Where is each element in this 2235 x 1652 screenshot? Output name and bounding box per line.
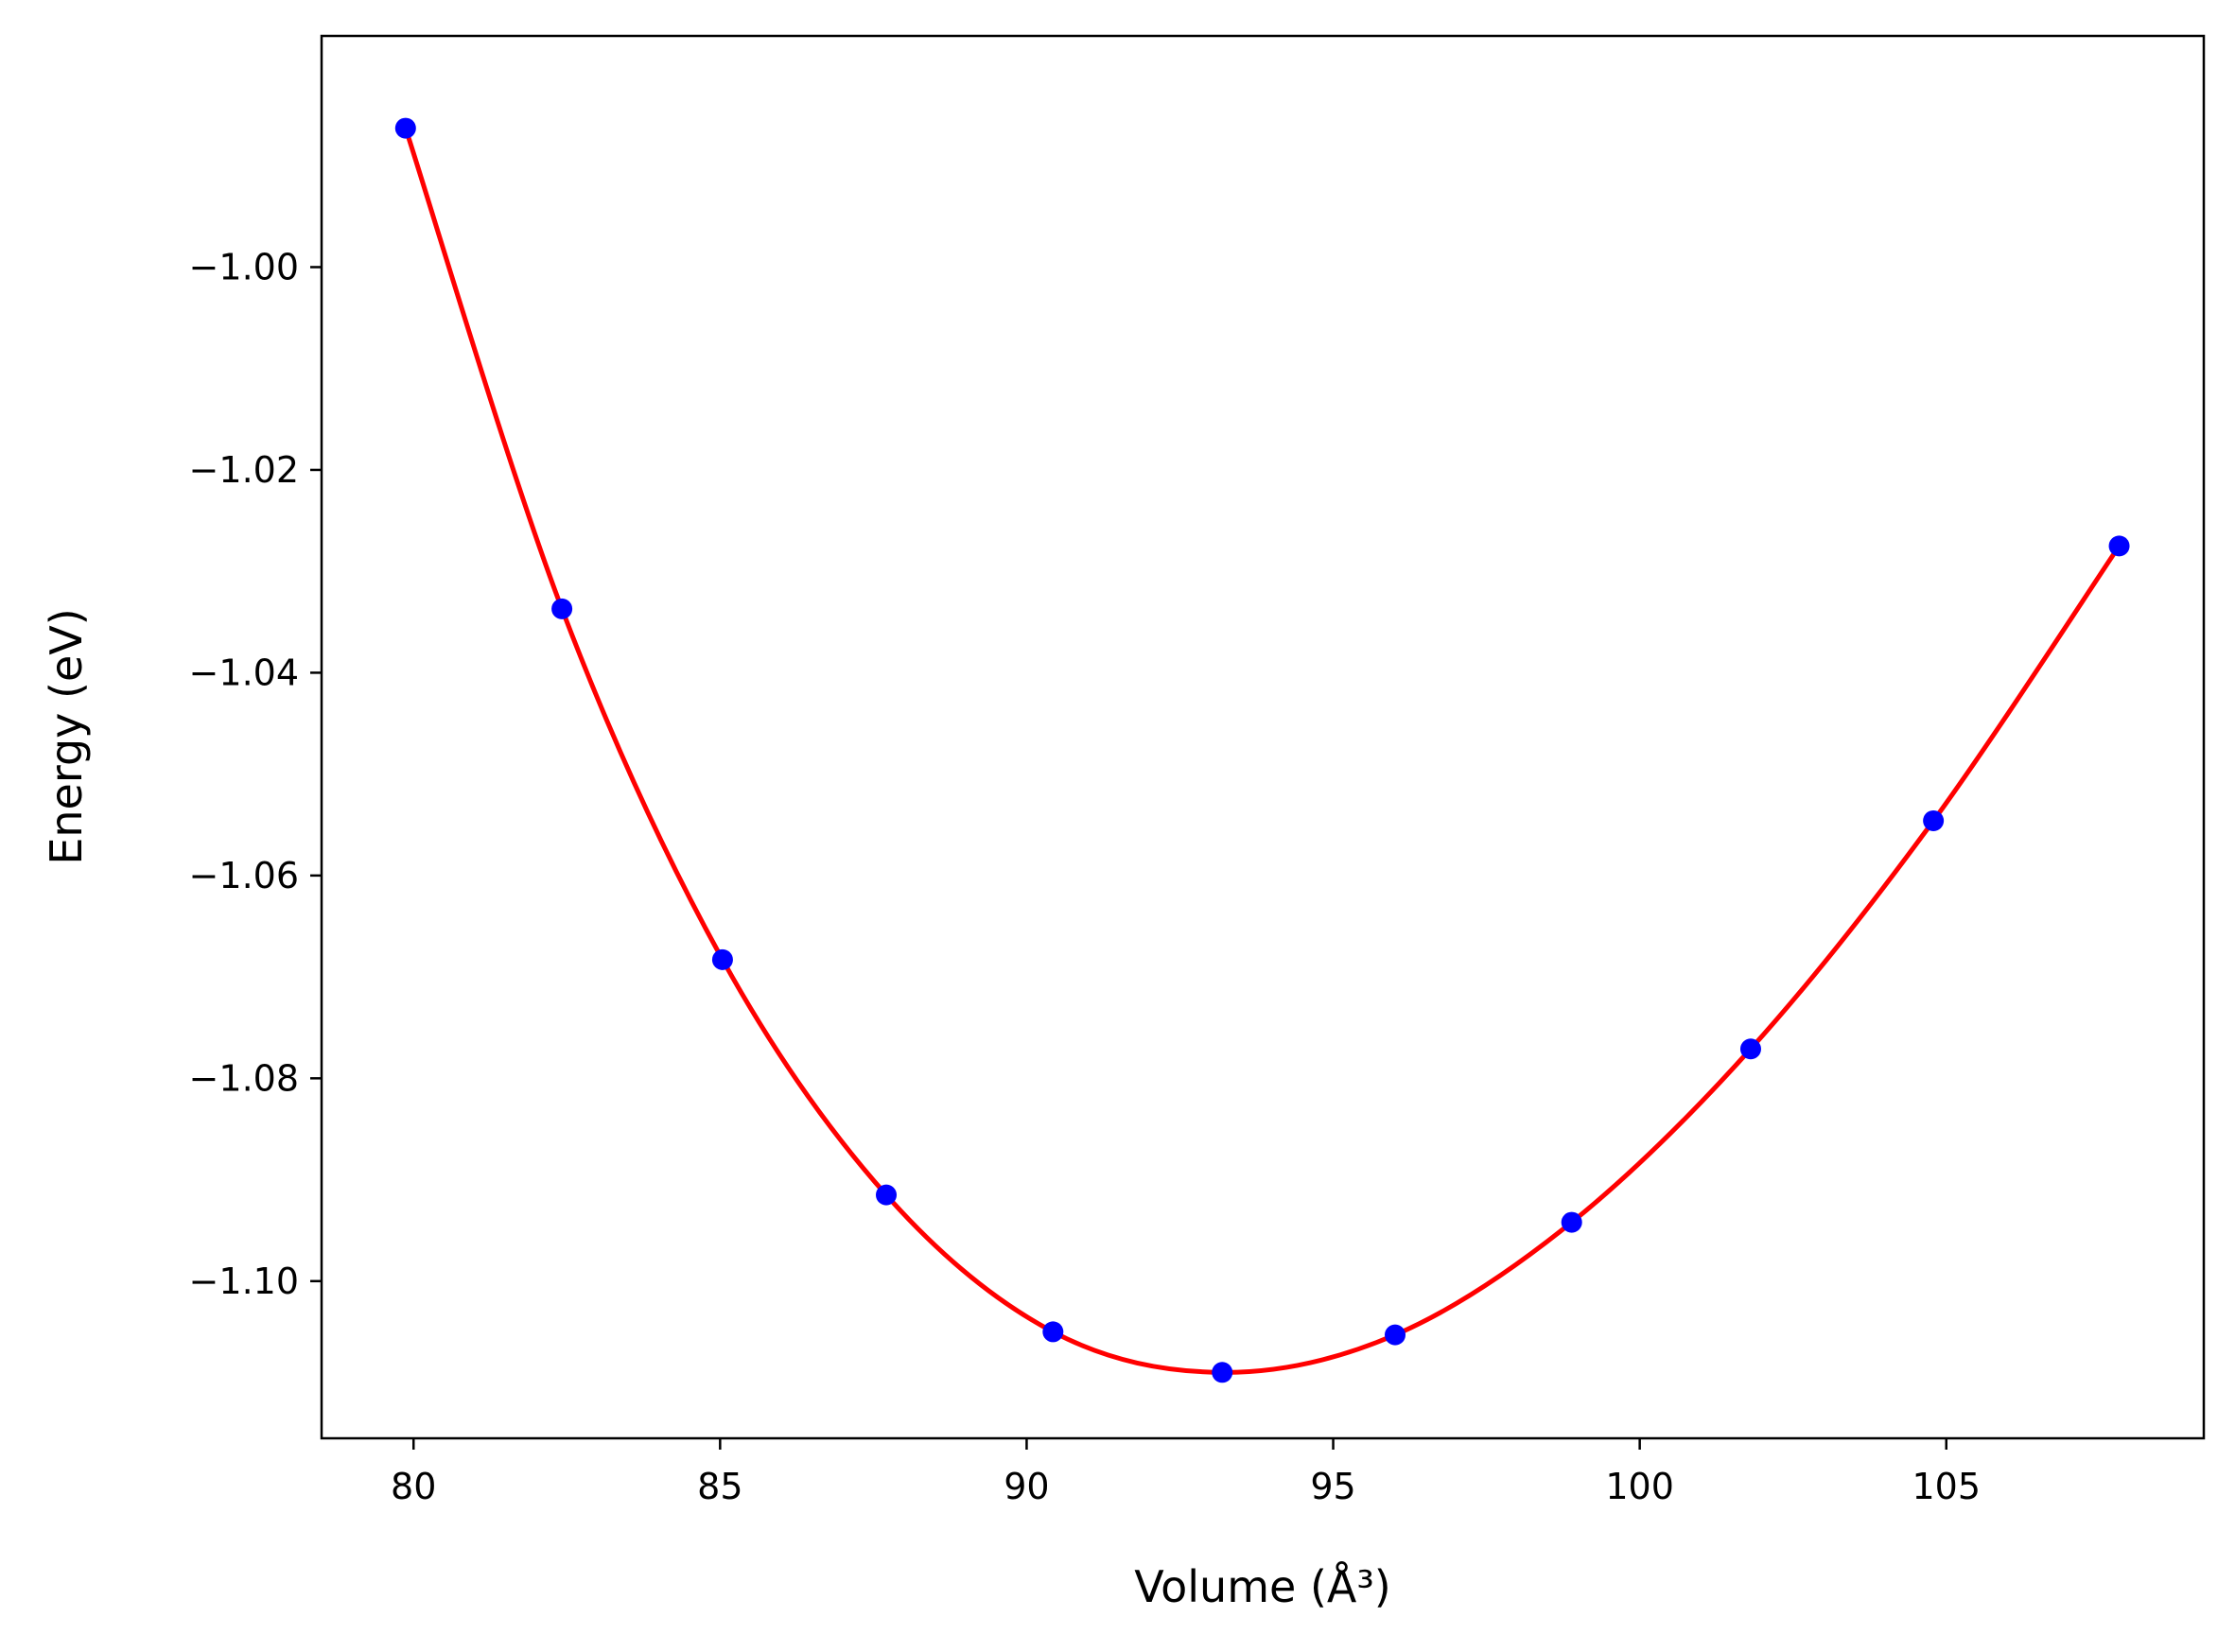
fit-curve <box>403 127 2122 1375</box>
data-point <box>1212 1362 1233 1383</box>
data-point <box>711 948 733 970</box>
y-axis-ticks: −1.00 −1.02 −1.04 −1.06 −1.08 −1.10 <box>189 246 322 1302</box>
data-point <box>1923 809 1945 831</box>
x-tick-label: 105 <box>1912 1466 1981 1507</box>
axes-background <box>322 36 2204 1438</box>
y-axis-label: Energy (eV) <box>41 608 92 864</box>
x-tick-label: 100 <box>1605 1466 1674 1507</box>
data-point <box>551 598 573 619</box>
x-axis-ticks: 80 85 90 95 100 105 <box>391 1438 1981 1507</box>
y-tick-label: −1.00 <box>189 246 299 287</box>
data-point <box>2108 535 2130 557</box>
x-tick-label: 80 <box>391 1466 436 1507</box>
data-point <box>1739 1038 1761 1060</box>
y-tick-label: −1.08 <box>189 1057 299 1099</box>
data-point <box>876 1184 897 1206</box>
x-tick-label: 85 <box>697 1466 742 1507</box>
y-tick-label: −1.06 <box>189 855 299 896</box>
x-tick-label: 90 <box>1004 1466 1049 1507</box>
plot-area <box>320 34 2206 1440</box>
data-point <box>1385 1324 1406 1346</box>
data-point <box>1561 1211 1582 1233</box>
y-tick-label: −1.04 <box>189 652 299 693</box>
x-axis-label: Volume (Å³) <box>1134 1561 1391 1612</box>
x-tick-label: 95 <box>1310 1466 1355 1507</box>
data-point <box>1042 1321 1064 1343</box>
data-point <box>394 117 416 139</box>
y-tick-label: −1.10 <box>189 1261 299 1302</box>
axes-frame <box>320 34 2206 1440</box>
data-points <box>394 117 2130 1383</box>
y-tick-label: −1.02 <box>189 449 299 491</box>
